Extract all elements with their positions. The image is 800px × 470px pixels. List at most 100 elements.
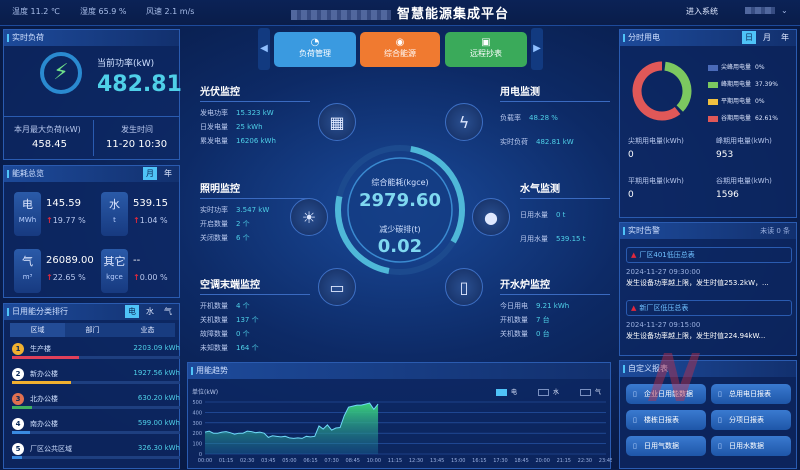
subtab-area[interactable]: 区域 — [10, 323, 65, 337]
pv-monitor: 光伏监控 发电功率 15.323 kW 日发电量 25 kWh 累发电量 16206 kWh — [200, 83, 310, 148]
nav-prev-button[interactable]: ◀ — [258, 28, 270, 70]
report-button[interactable]: 总用电日报表 — [711, 384, 791, 404]
rank-badge: 1 — [12, 343, 24, 355]
solar-panel-icon[interactable]: ▦ — [318, 103, 356, 141]
x-tick-label: 08:45 — [346, 458, 360, 464]
report-button[interactable]: 日用气数据 — [626, 436, 706, 456]
monitor-row: 发电功率 15.323 kW — [200, 106, 310, 120]
row-label: 开机数量 — [200, 302, 228, 310]
series-line — [204, 402, 379, 439]
blurred-company-name — [290, 9, 391, 20]
legend-water[interactable]: 水 — [538, 387, 559, 396]
title-text: 智慧能源集成平台 — [396, 7, 509, 22]
ranking-row[interactable]: 4 南办公楼 599.00 kWh — [12, 418, 180, 443]
ranking-row[interactable]: 2 新办公楼 1927.56 kWh — [12, 368, 180, 393]
legend-name: 峰期用电量 — [721, 81, 752, 88]
tile-unit: t — [113, 216, 116, 224]
integrated-energy-button[interactable]: ◉ 综合能源 — [360, 32, 440, 67]
tab-electricity[interactable]: 电 — [125, 305, 139, 318]
legend-pct: 0% — [755, 64, 765, 71]
unread-count[interactable]: 未读 0 条 — [760, 227, 790, 235]
water-change: ↑1.04 % — [133, 216, 168, 225]
rank-badge: 2 — [12, 368, 24, 380]
stat-value: 953 — [716, 150, 734, 160]
alarm-item[interactable]: ▲ 新厂区低压总表 2024-11-27 09:15:00 发生设备功率越上限，发生时… — [626, 300, 792, 341]
nav-next-button[interactable]: ▶ — [531, 28, 543, 70]
monitor-row: 关机数量 0 台 — [500, 327, 610, 341]
rank-name: 南办公楼 — [30, 420, 58, 428]
enter-system-link[interactable]: 进入系统 — [686, 7, 718, 16]
x-tick-label: 17:30 — [493, 458, 507, 464]
stat-value: 0 — [628, 150, 634, 160]
donut-slice — [664, 61, 692, 112]
report-button[interactable]: 企业日用能数据 — [626, 384, 706, 404]
series-area — [205, 403, 379, 454]
alarm-name: 厂区401低压总表 — [639, 251, 695, 259]
tab-water[interactable]: 水 — [146, 307, 154, 316]
report-button[interactable]: 楼栋日报表 — [626, 410, 706, 430]
report-button[interactable]: 日用水数据 — [711, 436, 791, 456]
subtab-department[interactable]: 部门 — [85, 326, 100, 334]
stat-value: 1596 — [716, 190, 739, 200]
monitor-row: 开机数量 7 台 — [500, 313, 610, 327]
boiler-icon[interactable]: ▯ — [445, 268, 483, 306]
x-tick-label: 21:15 — [557, 458, 571, 464]
page-title: 智慧能源集成平台 — [260, 3, 540, 22]
row-value: 2 个 — [236, 220, 250, 228]
monitor-row: 今日用电 9.21 kWh — [500, 299, 610, 313]
water-drop-icon[interactable]: ● — [472, 198, 510, 236]
tile-unit: m³ — [22, 273, 33, 281]
panel-title: 用能趋势 — [188, 363, 610, 379]
report-button[interactable]: 分项日报表 — [711, 410, 791, 430]
tab-day[interactable]: 日 — [742, 31, 756, 44]
light-bulb-icon[interactable]: ☀ — [290, 198, 328, 236]
legend-label: 水 — [553, 389, 560, 396]
subtab-business[interactable]: 业态 — [140, 326, 155, 334]
x-tick-label: 16:15 — [472, 458, 486, 464]
consumption-value: 2979.60 — [359, 190, 441, 211]
section-title: 水气监测 — [520, 180, 610, 199]
water-gas-monitor: 水气监测 日用水量 0 t 月用水量 539.15 t — [520, 180, 610, 251]
arrow-up-icon: ↑ — [46, 273, 53, 282]
stat-label: 平期用电量(kWh) — [628, 177, 684, 185]
ranking-row[interactable]: 3 北办公楼 630.20 kWh — [12, 393, 180, 418]
electricity-tile: 电 MWh — [14, 192, 41, 236]
realtime-load-panel: 实时负荷 ⚡ 当前功率(kW) 482.81 本月最大负荷(kW) 458.45… — [3, 29, 182, 160]
ranking-row[interactable]: 5 厂区公共区域 326.30 kWh — [12, 443, 180, 468]
tab-month[interactable]: 月 — [763, 33, 771, 42]
legend-electricity[interactable]: 电 — [496, 387, 517, 396]
lightning-icon: ⚡ — [40, 52, 82, 94]
load-management-button[interactable]: ◔ 负荷管理 — [274, 32, 356, 67]
humidity: 湿度 65.9 % — [80, 7, 127, 16]
legend-gas[interactable]: 气 — [580, 387, 601, 396]
tab-year[interactable]: 年 — [164, 169, 172, 178]
rank-value: 630.20 kWh — [137, 394, 180, 402]
alarm-item[interactable]: ▲ 厂区401低压总表 2024-11-27 09:30:00 发生设备功率越上限，发… — [626, 247, 792, 288]
alarm-message: 发生设备功率越上限，发生时值224.94kW... — [626, 332, 766, 340]
tab-year[interactable]: 年 — [781, 33, 789, 42]
lightning-icon[interactable]: ϟ — [445, 103, 483, 141]
remote-meter-button[interactable]: ▣ 远程抄表 — [445, 32, 527, 67]
tab-month[interactable]: 月 — [143, 167, 157, 180]
row-value: 0 t — [556, 211, 566, 219]
panel-title: 能耗总览 月年 — [4, 166, 179, 182]
panel-title: 分时用电 日月 年 — [620, 30, 796, 46]
ranking-row[interactable]: 1 生产楼 2203.09 kWh — [12, 343, 180, 368]
row-value: 0 个 — [236, 330, 250, 338]
blurred-username — [745, 7, 775, 14]
alarm-name: 新厂区低压总表 — [639, 304, 689, 312]
user-menu[interactable]: ⌄ — [745, 6, 788, 15]
row-value: 539.15 t — [556, 235, 586, 243]
row-value: 16206 kWh — [236, 137, 276, 145]
monitor-row: 未知数量 164 个 — [200, 341, 310, 355]
x-tick-label: 12:30 — [409, 458, 423, 464]
tou-stat: 平期用电量(kWh) 0 — [628, 176, 684, 200]
tab-gas[interactable]: 气 — [164, 307, 172, 316]
air-conditioner-icon[interactable]: ▭ — [318, 268, 356, 306]
divider — [93, 120, 94, 156]
button-label: 综合能源 — [384, 49, 416, 58]
tile-name: 水 — [109, 198, 120, 211]
row-value: 48.28 % — [529, 114, 558, 122]
tile-name: 电 — [22, 198, 33, 211]
